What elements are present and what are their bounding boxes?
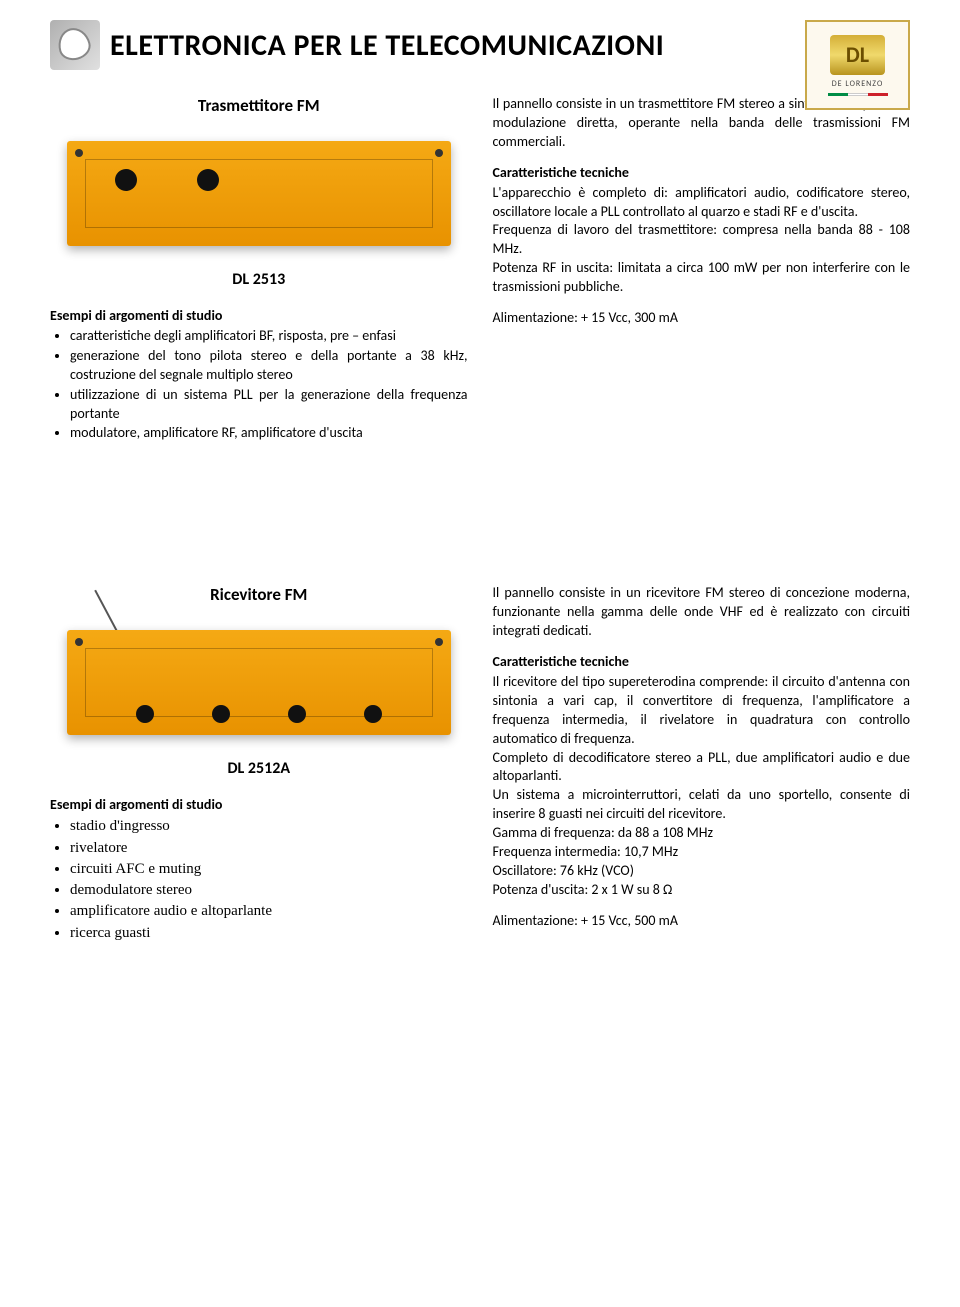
product-2-model: DL 2512A	[50, 759, 468, 778]
product-2-image	[50, 617, 468, 747]
product-2-study-list: stadio d'ingresso rivelatore circuiti AF…	[50, 816, 468, 943]
product-2-spec-7: Potenza d'uscita: 2 x 1 W su 8 Ω	[493, 881, 911, 900]
italy-flag-icon	[828, 93, 888, 96]
product-1-spec-heading: Caratteristiche tecniche	[493, 164, 911, 181]
product-2-spec-5: Frequenza intermedia: 10,7 MHz	[493, 843, 911, 862]
product-1-title: Trasmettitore FM	[50, 95, 468, 116]
product-2-spec-1: Il ricevitore del tipo supereterodina co…	[493, 673, 911, 749]
page-title: ELETTRONICA PER LE TELECOMUNICAZIONI	[110, 27, 910, 64]
list-item: utilizzazione di un sistema PLL per la g…	[70, 386, 468, 424]
product-2-row: Ricevitore FM DL 2512A Esempi di argomen…	[50, 584, 910, 944]
product-1-study-list: caratteristiche degli amplificatori BF, …	[50, 327, 468, 443]
list-item: ricerca guasti	[70, 923, 468, 943]
product-1-image	[50, 128, 468, 258]
logo-text: DE LORENZO	[832, 79, 883, 89]
product-2-power: Alimentazione: + 15 Vcc, 500 mA	[493, 912, 911, 931]
page-header: ELETTRONICA PER LE TELECOMUNICAZIONI	[50, 20, 910, 70]
product-2-spec-6: Oscillatore: 76 kHz (VCO)	[493, 862, 911, 881]
product-2-spec-heading: Caratteristiche tecniche	[493, 653, 911, 670]
satellite-dish-icon	[50, 20, 100, 70]
list-item: circuiti AFC e muting	[70, 859, 468, 879]
list-item: stadio d'ingresso	[70, 816, 468, 836]
brand-logo: DL DE LORENZO	[805, 20, 910, 110]
product-2-spec-2: Completo di decodificatore stereo a PLL,…	[493, 749, 911, 787]
product-1-spec-3: Potenza RF in uscita: limitata a circa 1…	[493, 259, 911, 297]
product-2-spec-3: Un sistema a microinterruttori, celati d…	[493, 786, 911, 824]
product-1-spec-1: L'apparecchio è completo di: amplificato…	[493, 184, 911, 222]
product-2-study-heading: Esempi di argomenti di studio	[50, 796, 468, 813]
list-item: generazione del tono pilota stereo e del…	[70, 347, 468, 385]
list-item: modulatore, amplificatore RF, amplificat…	[70, 424, 468, 443]
list-item: rivelatore	[70, 838, 468, 858]
logo-initials: DL	[830, 35, 885, 75]
list-item: caratteristiche degli amplificatori BF, …	[70, 327, 468, 346]
list-item: demodulatore stereo	[70, 880, 468, 900]
product-1-power: Alimentazione: + 15 Vcc, 300 mA	[493, 309, 911, 328]
product-2-spec-4: Gamma di frequenza: da 88 a 108 MHz	[493, 824, 911, 843]
product-2-intro: Il pannello consiste in un ricevitore FM…	[493, 584, 911, 641]
product-2-title: Ricevitore FM	[50, 584, 468, 605]
product-1-study-heading: Esempi di argomenti di studio	[50, 307, 468, 324]
list-item: amplificatore audio e altoparlante	[70, 901, 468, 921]
product-1-row: Trasmettitore FM DL 2513 Esempi di argom…	[50, 95, 910, 444]
product-1-model: DL 2513	[50, 270, 468, 289]
product-1-spec-2: Frequenza di lavoro del trasmettitore: c…	[493, 221, 911, 259]
